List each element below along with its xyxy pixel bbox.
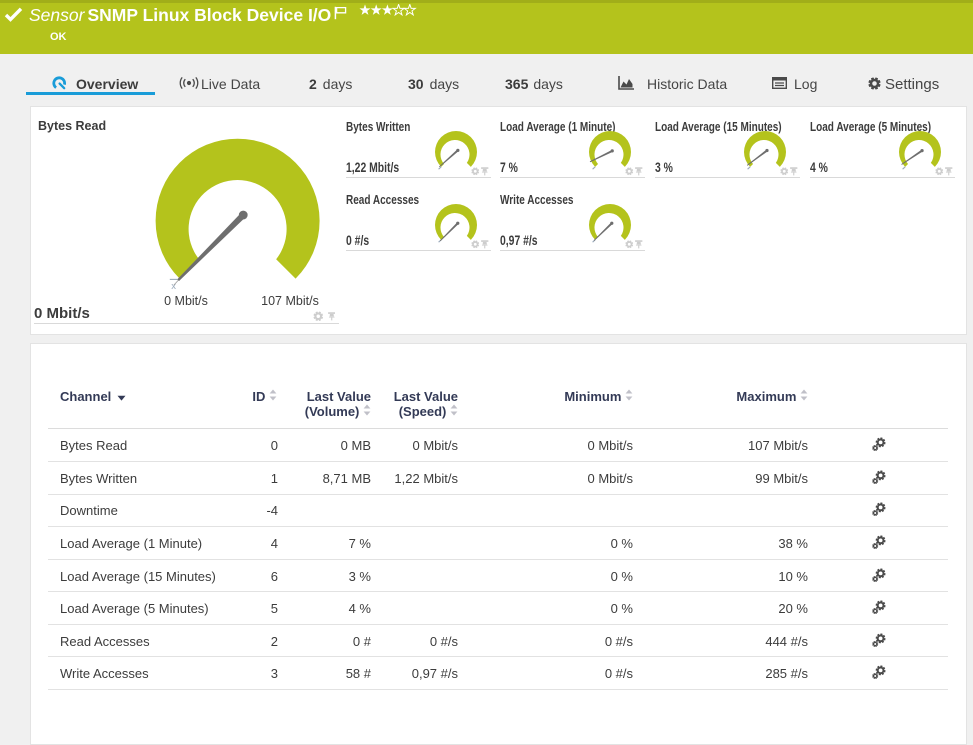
svg-text:x: x xyxy=(171,281,176,292)
